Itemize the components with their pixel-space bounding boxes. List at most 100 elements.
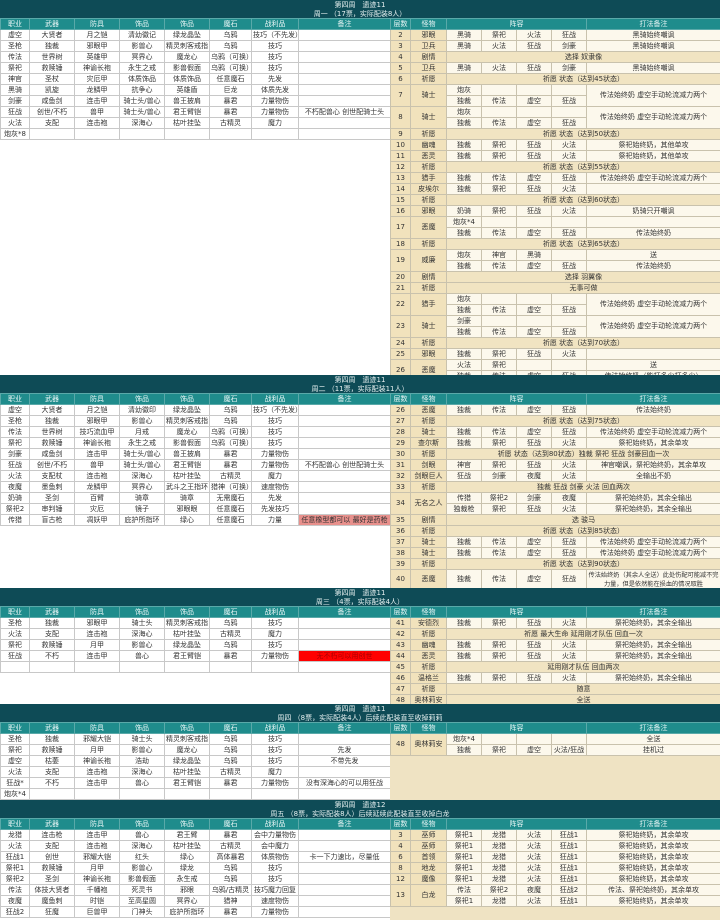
gear-cell[interactable] xyxy=(119,128,165,140)
gear-cell[interactable]: 绿龙晶坠 xyxy=(164,639,210,651)
floor-row[interactable]: 18 祈愿 祈愿 状态（达到65状态） xyxy=(390,238,720,250)
gear-cell[interactable]: 邪眼甲 xyxy=(74,617,120,629)
gear-row[interactable]: 祭祀2 圣剑 神谕长袍 影兽假面 永生戒 乌鸦 技巧 xyxy=(0,873,391,885)
gear-cell[interactable]: 圣枪 xyxy=(0,617,30,629)
gear-cell[interactable]: 古精灵 xyxy=(209,470,252,482)
gear-cell[interactable]: 永生之戒 xyxy=(119,62,165,74)
gear-cell[interactable]: 影兽假面 xyxy=(119,873,165,885)
gear-cell[interactable]: 灾厄甲 xyxy=(74,73,120,85)
floor-row[interactable]: 26 恶魔 火法 祭祀送 xyxy=(390,359,720,382)
floor-row-sub[interactable]: 祭祀1 龙猎 火法 狂战1 祭祀始终奶，其余单攻 xyxy=(391,895,720,907)
gear-cell[interactable]: 技巧 xyxy=(251,40,299,52)
gear-cell[interactable]: 救赎锤 xyxy=(29,744,75,756)
gear-cell[interactable] xyxy=(298,873,391,885)
gear-row[interactable]: 祭祀2 审判锤 灾厄 镜子 邪眼眼 任意魔石 先发技巧 xyxy=(0,503,391,515)
gear-cell[interactable]: 体质饰品 xyxy=(164,73,210,85)
gear-cell[interactable]: 技巧 xyxy=(251,415,299,427)
gear-cell[interactable]: 黑骑 xyxy=(0,84,30,96)
gear-cell[interactable] xyxy=(0,661,30,673)
floor-row[interactable]: 26 恶魔 独裁 传法 虚空 狂战 传法始终奶 xyxy=(390,404,720,416)
gear-row[interactable]: 祭祀1 救赎锤 月甲 影兽心 绿龙 乌鸦 技巧 xyxy=(0,862,391,874)
gear-cell[interactable] xyxy=(298,84,391,96)
gear-cell[interactable]: 枯叶挂坠 xyxy=(164,766,210,778)
floor-row[interactable]: 7 骑士 炮灰 传法始终奶 虚空手动轮流减力两个 xyxy=(390,84,720,107)
gear-row[interactable]: 传猎 盲古枪 凋妖甲 庇护所指环 绿心 任意魔石 力量 任意橡型都可以 最好是药枪 xyxy=(0,514,391,526)
gear-cell[interactable]: 连击甲 xyxy=(74,777,120,789)
floor-row[interactable]: 24 祈愿 祈愿 状态（达到70状态） xyxy=(390,337,720,349)
floor-row[interactable]: 46 温格兰 独裁 祭祀 狂战 火法 祭祀始终奶，其余全输出 xyxy=(390,672,720,684)
gear-row[interactable]: 龙猎 连击枪 连击甲 兽心 君王臂 暴君 会中力量物伤 xyxy=(0,829,391,841)
gear-cell[interactable]: 邪眼甲 xyxy=(74,40,120,52)
gear-cell[interactable] xyxy=(298,95,391,107)
gear-row[interactable]: 火法 支配 连击袍 深海心 枯叶挂坠 古精灵 魔力 xyxy=(0,766,391,778)
gear-cell[interactable] xyxy=(298,788,391,800)
gear-cell[interactable] xyxy=(298,617,391,629)
gear-cell[interactable]: 骑士头 xyxy=(119,617,165,629)
gear-cell[interactable]: 力量物伤 xyxy=(251,106,299,118)
gear-row[interactable]: 圣枪 独裁 邪眼甲 骑士头 精灵刺客戒指 乌鸦 技巧 xyxy=(0,617,391,629)
gear-cell[interactable] xyxy=(298,829,391,841)
gear-row[interactable]: 狂战 创世/不朽 兽甲 骑士头/兽心 君王臂铠 暴君 力量物伤 不朽配兽心 创世配骑士头 xyxy=(0,106,391,118)
gear-cell[interactable]: 兽甲 xyxy=(74,459,120,471)
gear-cell[interactable]: 影兽心 xyxy=(119,862,165,874)
gear-cell[interactable]: 乌鸦（可换） xyxy=(209,62,252,74)
gear-cell[interactable]: 君王臂铠 xyxy=(164,777,210,789)
floor-row[interactable]: 12 魔像 祭祀1 龙猎 火法 狂战1 祭祀始终奶，其余单攻 xyxy=(390,873,720,885)
floor-row[interactable]: 42 祈愿 祈愿 最大生命 延用刚才队伍 回血一次 xyxy=(390,628,720,640)
gear-cell[interactable]: 连击袍 xyxy=(74,766,120,778)
gear-row[interactable]: 祭祀 救赎锤 神谕长袍 永生之戒 影兽假面 乌鸦（可换） 技巧 xyxy=(0,437,391,449)
gear-row[interactable]: 神官 圣杖 灾厄甲 体质饰品 体质饰品 任意魔石 先发 xyxy=(0,73,391,85)
gear-cell[interactable]: 邪耀大铠 xyxy=(74,733,120,745)
floor-row[interactable]: 10 幽魂 独裁 祭祀 狂战 火法 祭祀始终奶，其他单攻 xyxy=(390,139,720,151)
gear-cell[interactable]: 红头 xyxy=(119,851,165,863)
gear-cell[interactable]: 创世 xyxy=(29,851,75,863)
gear-cell[interactable]: 兽王披肩 xyxy=(164,95,210,107)
gear-cell[interactable]: 龙鳞甲 xyxy=(74,84,120,96)
gear-cell[interactable]: 骑士头/兽心 xyxy=(119,95,165,107)
floor-row[interactable]: 35 剧情选 骏马 xyxy=(390,514,720,526)
gear-cell[interactable]: 祭祀 xyxy=(0,744,30,756)
gear-cell[interactable]: 绿心 xyxy=(164,514,210,526)
gear-cell[interactable]: 力量物伤 xyxy=(251,448,299,460)
floor-row[interactable]: 48 奥林莉安 炮灰*4 全送 xyxy=(390,733,720,756)
floor-row[interactable]: 22 猎手 炮灰 传法始终奶 虚空手动轮流减力两个 xyxy=(390,293,720,316)
gear-cell[interactable]: 传猎 xyxy=(0,514,30,526)
gear-row[interactable]: 圣枪 独裁 邪眼甲 影兽心 精灵刺客戒指 乌鸦 技巧 xyxy=(0,40,391,52)
gear-cell[interactable]: 不朽 xyxy=(29,650,75,662)
gear-cell[interactable]: 古精灵 xyxy=(209,628,252,640)
gear-cell[interactable]: 力量物伤 xyxy=(251,95,299,107)
gear-cell[interactable]: 墨鱼刺 xyxy=(29,481,75,493)
gear-cell[interactable] xyxy=(298,503,391,515)
floor-row[interactable]: 6 首领 祭祀1 龙猎 火法 狂战1 祭祀始终奶，其余单攻 xyxy=(390,851,720,863)
floor-row[interactable]: 21 祈愿 无事可做 xyxy=(390,282,720,294)
gear-cell[interactable]: 古精灵 xyxy=(209,766,252,778)
gear-cell[interactable]: 魔力 xyxy=(251,766,299,778)
gear-cell[interactable]: 独裁 xyxy=(29,415,75,427)
gear-cell[interactable]: 速度物伤 xyxy=(251,481,299,493)
gear-cell[interactable]: 技巧 xyxy=(251,862,299,874)
gear-row[interactable]: 剑豪 咸鱼剑 连击甲 骑士头/兽心 兽王披肩 暴君 力量物伤 xyxy=(0,95,391,107)
gear-cell[interactable]: 枯叶挂坠 xyxy=(164,117,210,129)
gear-cell[interactable]: 邪眼眼 xyxy=(164,503,210,515)
gear-cell[interactable]: 力量物伤 xyxy=(251,777,299,789)
gear-cell[interactable]: 魔鱼刺 xyxy=(29,895,75,907)
gear-cell[interactable]: 冥界心 xyxy=(119,481,165,493)
gear-cell[interactable]: 技巧 xyxy=(251,639,299,651)
gear-cell[interactable]: 兽甲 xyxy=(74,106,120,118)
gear-cell[interactable] xyxy=(298,29,391,41)
gear-cell[interactable]: 力量物伤 xyxy=(251,906,299,918)
gear-cell[interactable]: 兽心 xyxy=(119,777,165,789)
gear-cell[interactable]: 奶骑 xyxy=(0,492,30,504)
gear-cell[interactable] xyxy=(298,40,391,52)
gear-cell[interactable] xyxy=(119,788,165,800)
floor-row[interactable]: 30 祈愿 祈愿 状态（达到80状态）独裁 祭祀 狂战 剑豪回血一次 xyxy=(390,448,720,460)
floor-row-sub[interactable]: 独裁 传法 虚空 狂战 xyxy=(391,304,720,316)
gear-cell[interactable]: 乌鸦 xyxy=(209,744,252,756)
gear-cell[interactable]: 技巧 xyxy=(251,617,299,629)
gear-cell[interactable] xyxy=(298,639,391,651)
floor-row[interactable]: 38 骑士 独裁 传法 虚空 狂战 传法始终奶 虚空手动轮流减力两个 xyxy=(390,547,720,559)
gear-cell[interactable]: 君王臂铠 xyxy=(164,459,210,471)
floor-row[interactable]: 16 邪眼 奶骑 祭祀 狂战 火法 奶骑只开嘲讽 xyxy=(390,205,720,217)
floor-row[interactable]: 3 巫师 祭祀1 龙猎 火法 狂战1 祭祀始终奶，其余单攻 xyxy=(390,829,720,841)
gear-cell[interactable]: 兽心 xyxy=(119,829,165,841)
